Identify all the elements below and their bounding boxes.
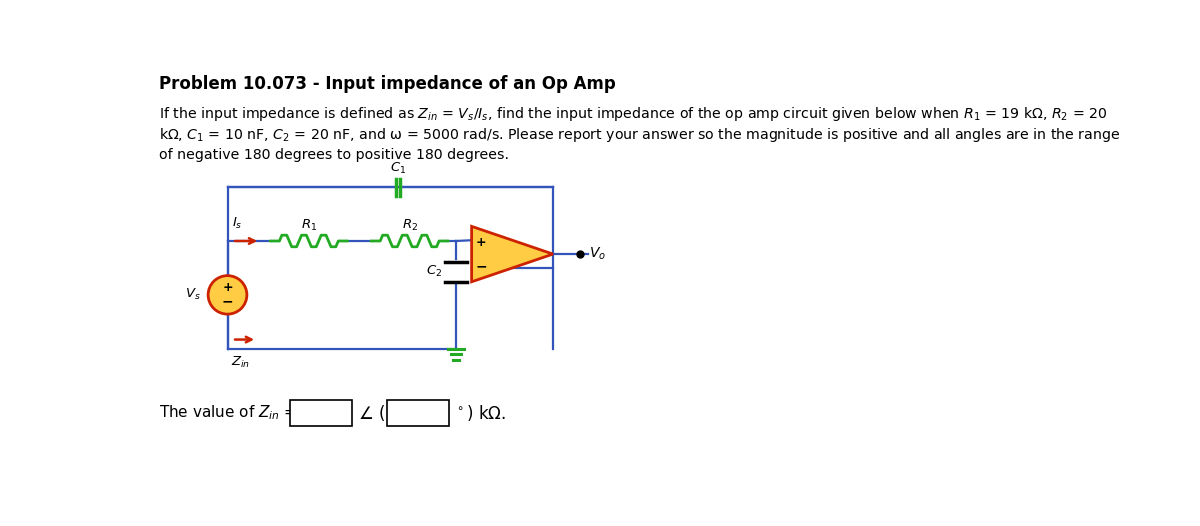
Text: $C_2$: $C_2$ — [426, 264, 442, 279]
Text: −: − — [475, 259, 487, 274]
Text: $^\circ$) k$\Omega$.: $^\circ$) k$\Omega$. — [454, 403, 506, 423]
Text: $C_1$: $C_1$ — [390, 161, 406, 176]
Text: $R_2$: $R_2$ — [402, 218, 418, 234]
Text: +: + — [222, 281, 233, 295]
Polygon shape — [472, 226, 553, 282]
Text: The value of $Z_{in}$ =: The value of $Z_{in}$ = — [160, 403, 298, 422]
Text: −: − — [222, 295, 233, 309]
Text: $V_s$: $V_s$ — [185, 287, 200, 302]
Text: $R_1$: $R_1$ — [301, 218, 317, 234]
FancyBboxPatch shape — [388, 400, 449, 426]
Text: Problem 10.073 - Input impedance of an Op Amp: Problem 10.073 - Input impedance of an O… — [160, 75, 616, 94]
Text: +: + — [475, 236, 486, 249]
Text: $I_s$: $I_s$ — [232, 216, 242, 231]
Text: of negative 180 degrees to positive 180 degrees.: of negative 180 degrees to positive 180 … — [160, 148, 509, 162]
Text: $V_o$: $V_o$ — [589, 246, 606, 262]
Text: If the input impedance is defined as $Z_{in}$ = $V_s$/$I_s$, find the input impe: If the input impedance is defined as $Z_… — [160, 105, 1108, 123]
Circle shape — [208, 276, 247, 314]
Text: $Z_{in}$: $Z_{in}$ — [230, 355, 250, 370]
Text: kΩ, $C_1$ = 10 nF, $C_2$ = 20 nF, and ω = 5000 rad/s. Please report your answer : kΩ, $C_1$ = 10 nF, $C_2$ = 20 nF, and ω … — [160, 126, 1121, 144]
Text: $\angle$ (: $\angle$ ( — [358, 403, 385, 423]
FancyBboxPatch shape — [289, 400, 352, 426]
